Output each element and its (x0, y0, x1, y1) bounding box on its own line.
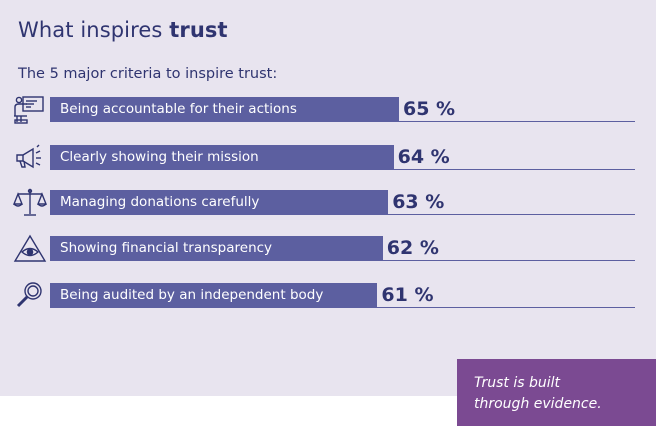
bar: Managing donations carefully (50, 190, 389, 214)
title-bold: trust (169, 18, 228, 42)
bar-baseline (50, 260, 635, 261)
bar-baseline (50, 307, 635, 308)
value-label: 62 % (386, 237, 439, 259)
bar-baseline (50, 121, 635, 122)
bar-baseline (50, 214, 635, 215)
page-title: What inspires trust (18, 18, 228, 42)
magnifier-icon (13, 280, 47, 312)
bar-baseline (50, 169, 635, 170)
bar-row: Clearly showing their mission 64 % (0, 142, 656, 175)
value-label: 63 % (392, 191, 445, 213)
value-label: 65 % (403, 98, 456, 120)
quote-line-1: Trust is built (474, 375, 560, 391)
bar-row: Being audited by an independent body 61 % (0, 280, 656, 313)
presentation-board-icon (13, 94, 47, 126)
bar-row: Being accountable for their actions 65 % (0, 94, 656, 127)
title-regular: What inspires (18, 18, 163, 42)
scales-icon (12, 187, 48, 219)
bar: Showing financial transparency (50, 236, 383, 260)
bar: Being audited by an independent body (50, 283, 378, 307)
quote-line-2: through evidence. (474, 396, 602, 412)
megaphone-icon (13, 142, 47, 174)
value-label: 61 % (381, 284, 434, 306)
bar: Clearly showing their mission (50, 145, 394, 169)
bar-row: Showing financial transparency 62 % (0, 233, 656, 266)
value-label: 64 % (397, 146, 450, 168)
quote-box: Trust is built through evidence. (457, 359, 656, 426)
bar-row: Managing donations carefully 63 % (0, 187, 656, 220)
eye-triangle-icon (13, 233, 47, 265)
bar: Being accountable for their actions (50, 97, 399, 121)
chart-subtitle: The 5 major criteria to inspire trust: (18, 66, 278, 82)
